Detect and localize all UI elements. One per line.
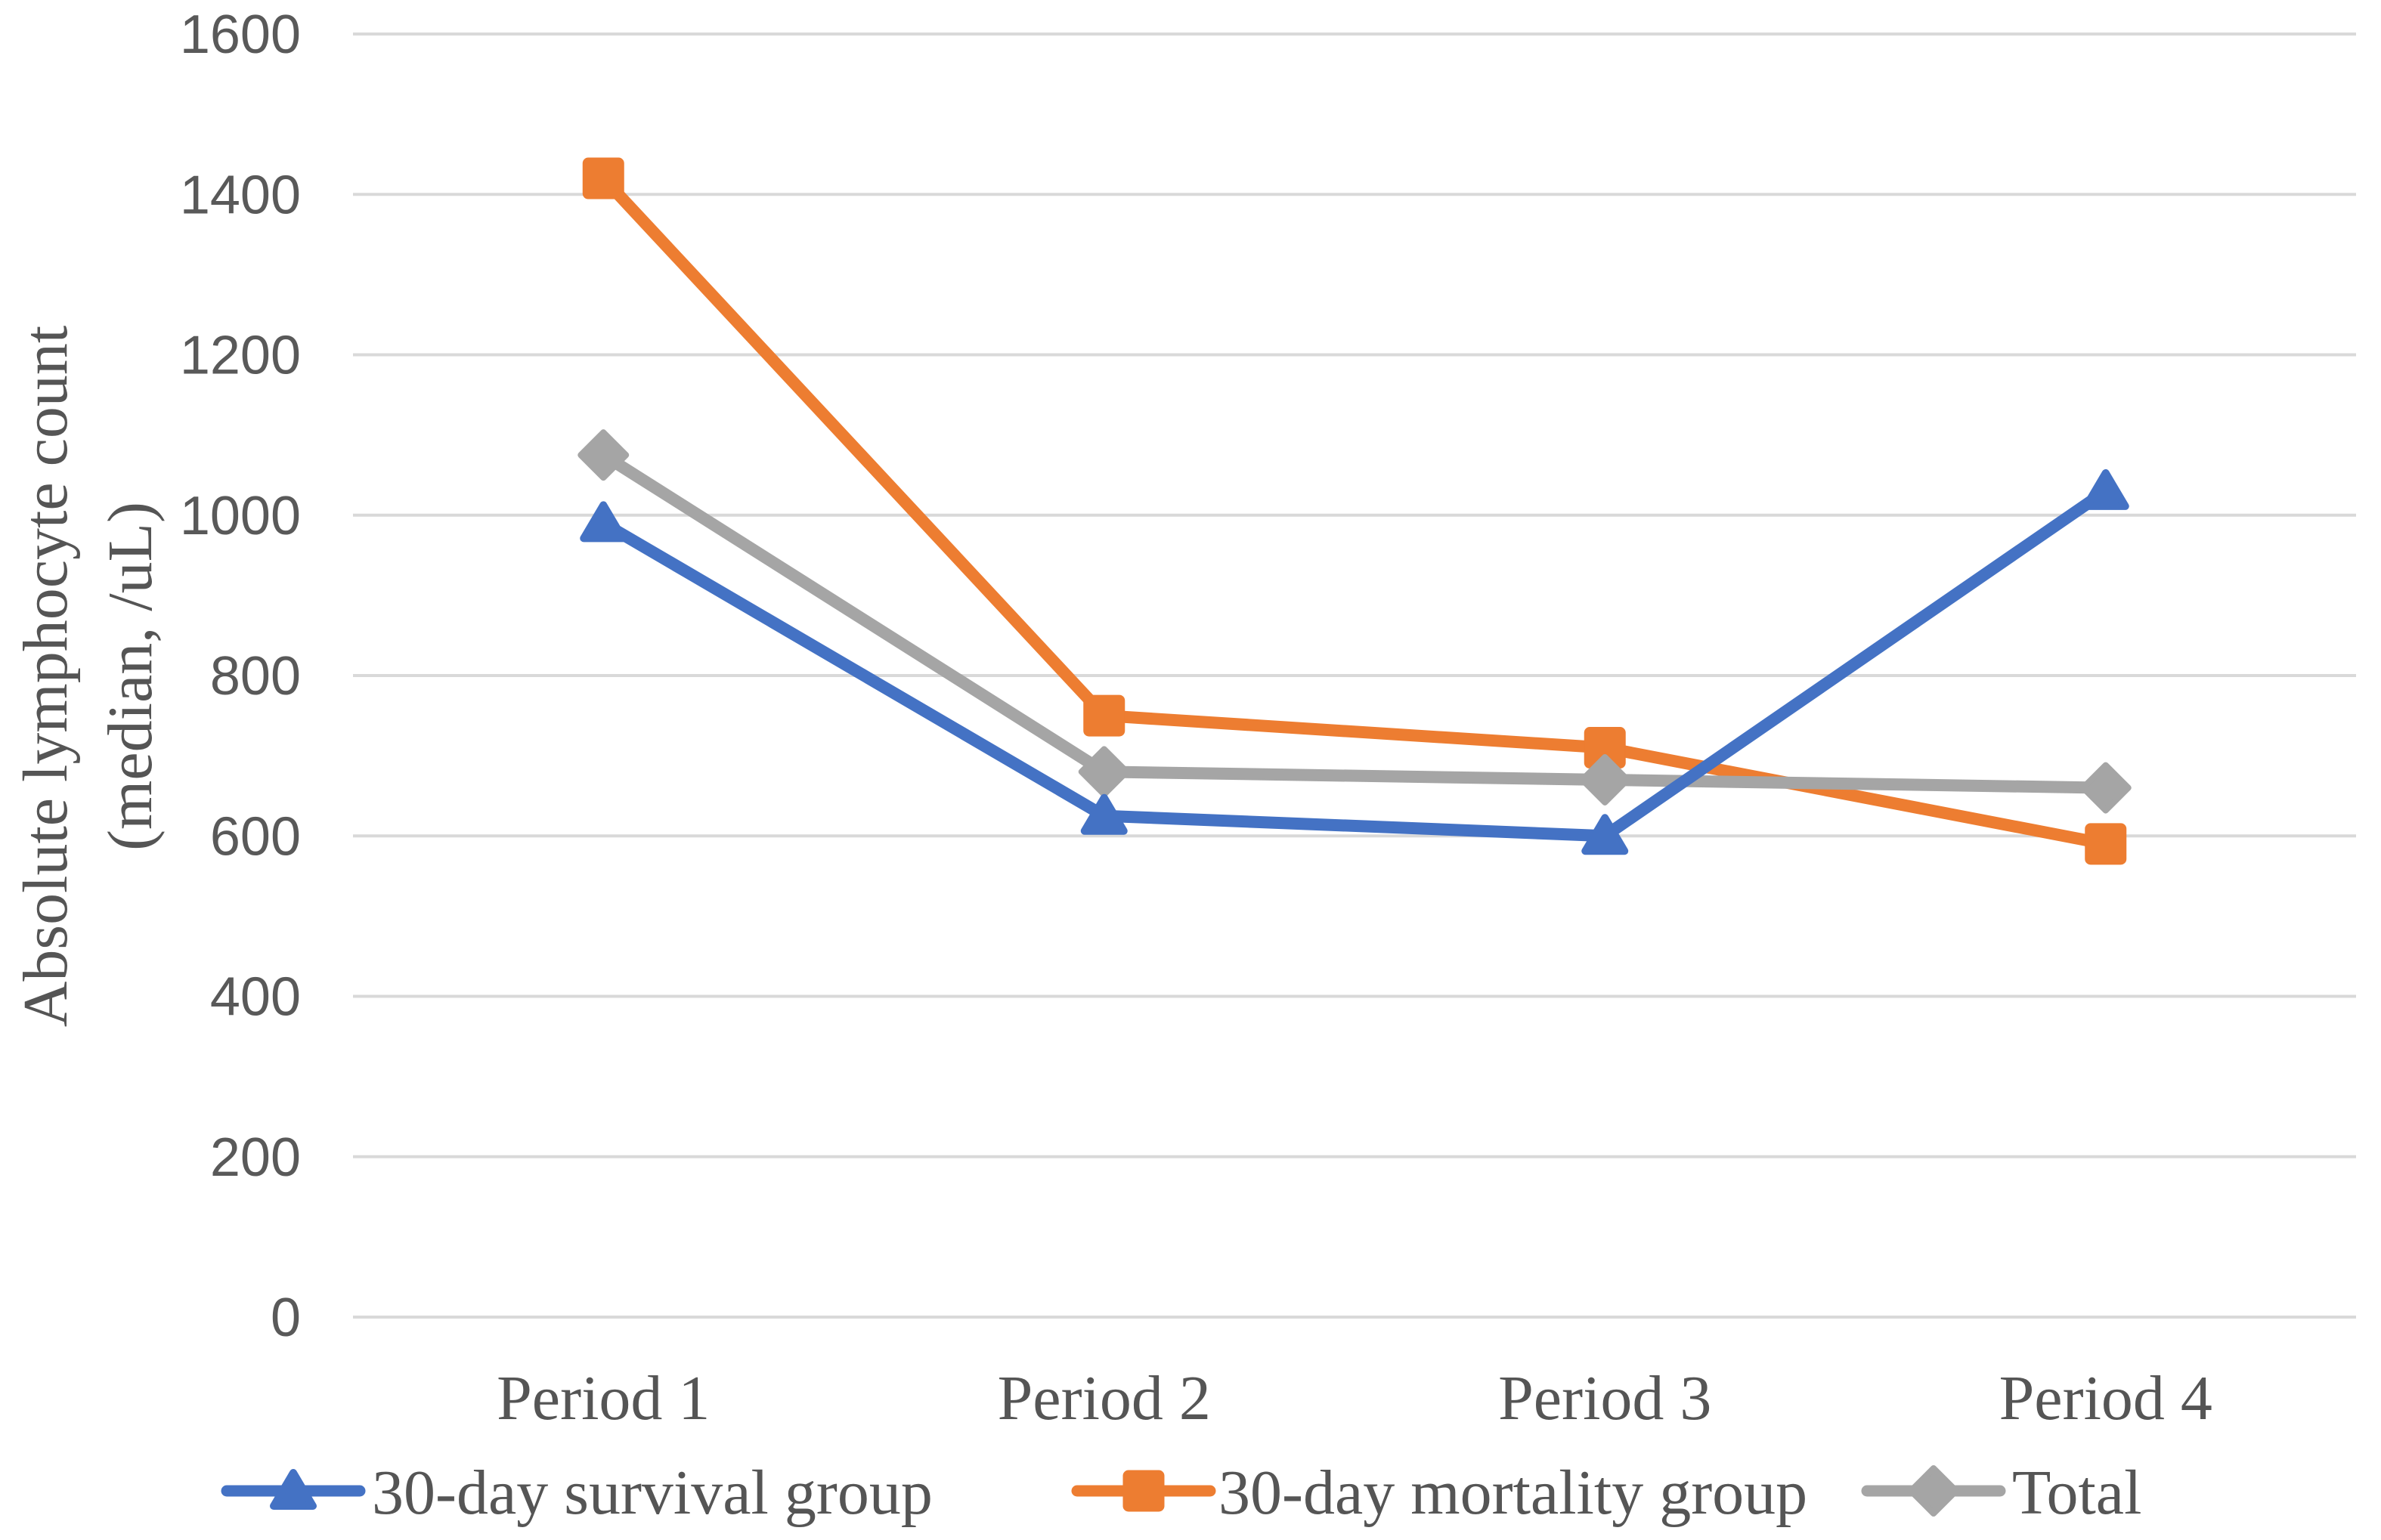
- marker-total-period-3: [1579, 753, 1631, 806]
- y-axis-title: Absolute lymphocyte count (median, /uL): [11, 326, 166, 1028]
- y-tick-label-400: 400: [210, 967, 301, 1028]
- x-category-label-2: Period 2: [998, 1363, 1211, 1433]
- legend-label-total: Total: [2012, 1458, 2141, 1528]
- gridlines: [353, 32, 2356, 1319]
- y-tick-label-0: 0: [271, 1288, 301, 1348]
- legend-label-30-day-survival-group: 30-day survival group: [372, 1458, 933, 1528]
- x-category-label-4: Period 4: [1999, 1363, 2212, 1433]
- legend-diamond-icon: [1908, 1465, 1959, 1517]
- marker-total-period-4: [2079, 762, 2132, 814]
- marker-30-day-survival-group-period-2: [1080, 793, 1128, 835]
- marker-30-day-survival-group-period-1: [580, 501, 627, 543]
- x-axis-category-labels: Period 1 Period 2 Period 3 Period 4: [497, 1363, 2212, 1433]
- y-tick-label-800: 800: [210, 646, 301, 707]
- marker-total-period-1: [577, 429, 630, 481]
- series-line-30-day-survival-group: [597, 484, 2112, 843]
- series-30-day-survival-group: [580, 468, 2129, 855]
- marker-30-day-mortality-group-period-2: [1083, 694, 1125, 737]
- marker-30-day-mortality-group-period-1: [582, 157, 624, 199]
- y-axis-tick-labels: 0 200 400 600 800 1000 1200 1400 1600: [180, 5, 301, 1348]
- marker-30-day-survival-group-period-3: [1581, 814, 1629, 855]
- legend-triangle-icon: [270, 1469, 317, 1510]
- y-tick-label-600: 600: [210, 806, 301, 867]
- y-tick-label-1000: 1000: [180, 486, 301, 546]
- legend: 30-day survival group 30-day mortality gr…: [221, 1458, 2141, 1528]
- legend-square-icon: [1122, 1470, 1165, 1512]
- legend-item-30-day-survival-group: 30-day survival group: [221, 1458, 933, 1528]
- marker-30-day-survival-group-period-4: [2082, 468, 2129, 510]
- x-category-label-3: Period 3: [1498, 1363, 1711, 1433]
- series-line-30-day-mortality-group: [597, 172, 2112, 850]
- y-tick-label-1600: 1600: [180, 5, 301, 65]
- series-30-day-mortality-group: [582, 157, 2127, 865]
- legend-label-30-day-mortality-group: 30-day mortality group: [1218, 1458, 1807, 1528]
- y-tick-label-200: 200: [210, 1127, 301, 1188]
- x-category-label-1: Period 1: [497, 1363, 710, 1433]
- marker-30-day-mortality-group-period-4: [2085, 823, 2127, 865]
- y-axis-title-line1: Absolute lymphocyte count: [11, 326, 81, 1028]
- legend-item-total: Total: [1861, 1458, 2141, 1528]
- y-tick-label-1200: 1200: [180, 326, 301, 386]
- y-axis-title-line2: (median, /uL): [95, 502, 166, 851]
- legend-item-30-day-mortality-group: 30-day mortality group: [1071, 1458, 1807, 1528]
- series-line-total: [597, 449, 2112, 794]
- series-total: [577, 429, 2132, 814]
- y-tick-label-1400: 1400: [180, 165, 301, 225]
